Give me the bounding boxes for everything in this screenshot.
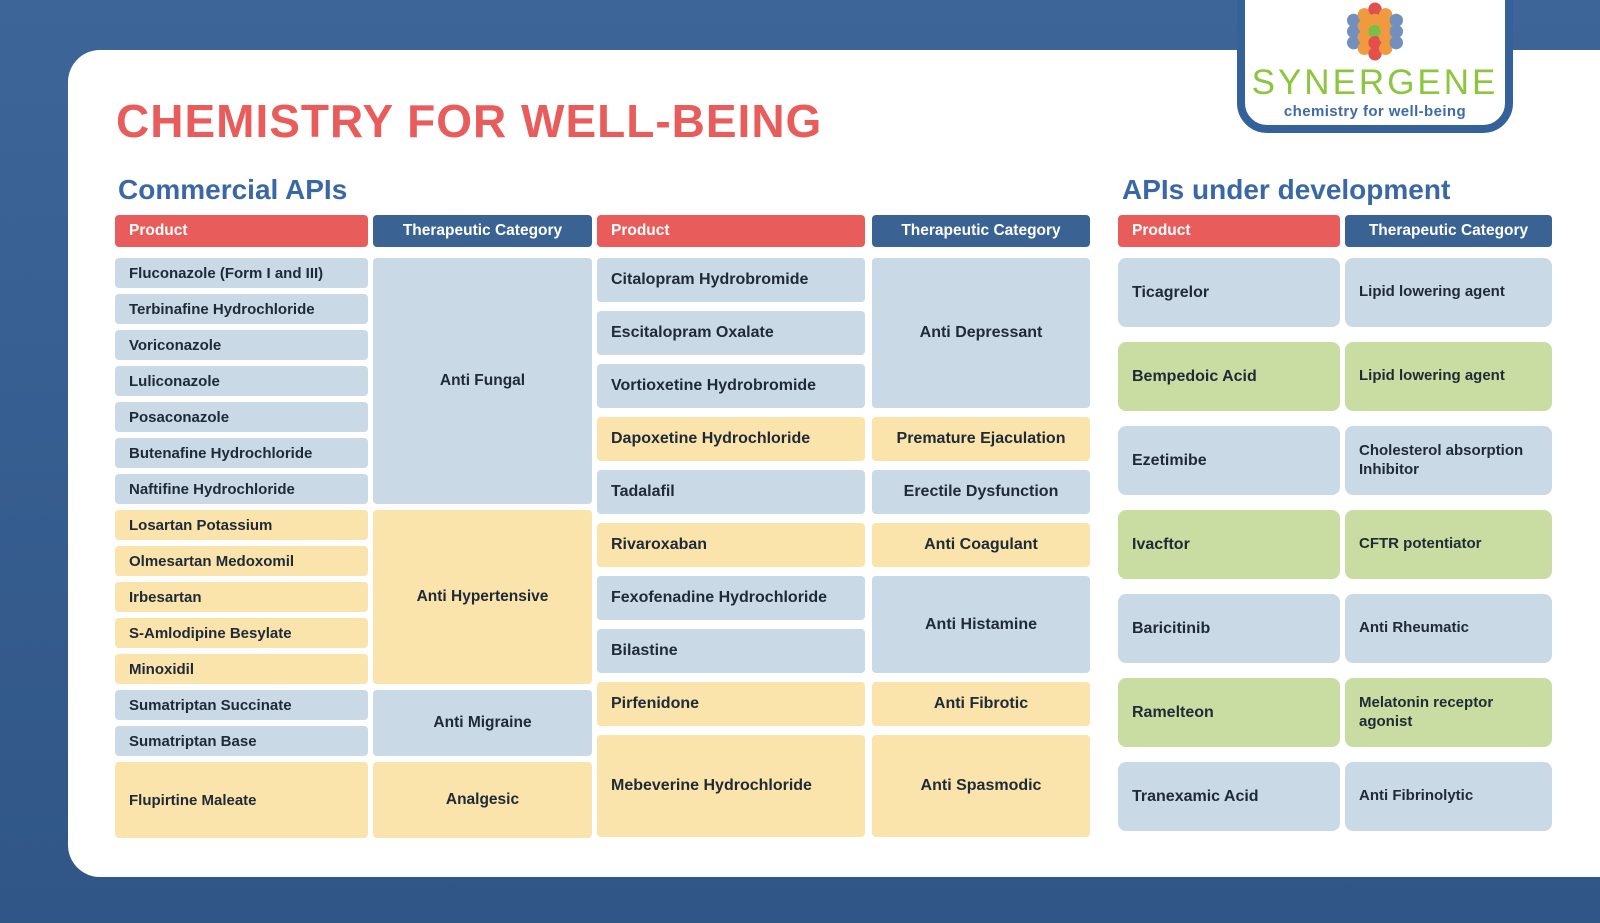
product-cell: Citalopram Hydrobromide	[597, 258, 865, 302]
column-header-product: Product	[597, 215, 865, 247]
therapeutic-group: Ivacftor CFTR potentiator	[1118, 510, 1552, 579]
therapeutic-group: Mebeverine Hydrochloride Anti Spasmodic	[597, 735, 1090, 837]
product-cell: Ticagrelor	[1118, 258, 1340, 327]
category-cell: Anti Rheumatic	[1345, 594, 1552, 663]
category-cell: Anti Fibrinolytic	[1345, 762, 1552, 831]
product-cell: Ivacftor	[1118, 510, 1340, 579]
column-header-therapeutic-category: Therapeutic Category	[1345, 215, 1552, 247]
therapeutic-group: Losartan Potassium Olmesartan Medoxomil Ir…	[115, 510, 592, 684]
therapeutic-group: Tadalafil Erectile Dysfunction	[597, 470, 1090, 514]
product-cell: Sumatriptan Base	[115, 726, 368, 756]
category-cell: Anti Depressant	[872, 258, 1090, 408]
category-cell: Analgesic	[373, 762, 592, 838]
product-cell: Tadalafil	[597, 470, 865, 514]
brand-name: SYNERGENE	[1251, 63, 1499, 102]
product-cell: Terbinafine Hydrochloride	[115, 294, 368, 324]
product-cell: Tranexamic Acid	[1118, 762, 1340, 831]
product-cell: Fluconazole (Form I and III)	[115, 258, 368, 288]
category-cell: Anti Fungal	[373, 258, 592, 504]
product-cell: Butenafine Hydrochloride	[115, 438, 368, 468]
category-cell: Premature Ejaculation	[872, 417, 1090, 461]
category-cell: Lipid lowering agent	[1345, 342, 1552, 411]
therapeutic-group: Fluconazole (Form I and III) Terbinafine …	[115, 258, 592, 504]
column-header-product: Product	[115, 215, 368, 247]
column-header-therapeutic-category: Therapeutic Category	[872, 215, 1090, 247]
product-cell: Rivaroxaban	[597, 523, 865, 567]
therapeutic-group: Dapoxetine Hydrochloride Premature Ejacul…	[597, 417, 1090, 461]
therapeutic-group: Sumatriptan Succinate Sumatriptan Base Ant…	[115, 690, 592, 756]
category-cell: Erectile Dysfunction	[872, 470, 1090, 514]
product-cell: Flupirtine Maleate	[115, 762, 368, 838]
therapeutic-group: Citalopram Hydrobromide Escitalopram Oxal…	[597, 258, 1090, 408]
section-heading-apis-under-development: APIs under development	[1122, 174, 1451, 205]
product-cell: Ramelteon	[1118, 678, 1340, 747]
product-cell: Minoxidil	[115, 654, 368, 684]
product-cell: Fexofenadine Hydrochloride	[597, 576, 865, 620]
product-cell: Bempedoic Acid	[1118, 342, 1340, 411]
therapeutic-group: Ticagrelor Lipid lowering agent	[1118, 258, 1552, 327]
therapeutic-group: Rivaroxaban Anti Coagulant	[597, 523, 1090, 567]
molecule-logo-icon	[1347, 2, 1403, 61]
therapeutic-group: Baricitinib Anti Rheumatic	[1118, 594, 1552, 663]
product-cell: Olmesartan Medoxomil	[115, 546, 368, 576]
therapeutic-group: Pirfenidone Anti Fibrotic	[597, 682, 1090, 726]
column-header-therapeutic-category: Therapeutic Category	[373, 215, 592, 247]
therapeutic-group: Flupirtine Maleate Analgesic	[115, 762, 592, 838]
product-cell: Losartan Potassium	[115, 510, 368, 540]
product-cell: Baricitinib	[1118, 594, 1340, 663]
category-cell: Anti Hypertensive	[373, 510, 592, 684]
product-cell: Mebeverine Hydrochloride	[597, 735, 865, 837]
therapeutic-group: Bempedoic Acid Lipid lowering agent	[1118, 342, 1552, 411]
therapeutic-group: Fexofenadine Hydrochloride Bilastine Anti …	[597, 576, 1090, 673]
category-cell: Anti Coagulant	[872, 523, 1090, 567]
column-header-product: Product	[1118, 215, 1340, 247]
table-commercial-apis-2: Product Therapeutic Category Citalopram Hy…	[597, 215, 1090, 837]
section-heading-commercial-apis: Commercial APIs	[118, 174, 348, 205]
category-cell: Lipid lowering agent	[1345, 258, 1552, 327]
therapeutic-group: Ezetimibe Cholesterol absorption Inhibito…	[1118, 426, 1552, 495]
page-title: CHEMISTRY FOR WELL-BEING	[116, 95, 823, 147]
product-cell: Luliconazole	[115, 366, 368, 396]
product-cell: Sumatriptan Succinate	[115, 690, 368, 720]
product-cell: Posaconazole	[115, 402, 368, 432]
product-cell: Naftifine Hydrochloride	[115, 474, 368, 504]
product-cell: Vortioxetine Hydrobromide	[597, 364, 865, 408]
therapeutic-group: Ramelteon Melatonin receptor agonist	[1118, 678, 1552, 747]
product-cell: Ezetimibe	[1118, 426, 1340, 495]
category-cell: Anti Fibrotic	[872, 682, 1090, 726]
product-cell: Dapoxetine Hydrochloride	[597, 417, 865, 461]
product-cell: Pirfenidone	[597, 682, 865, 726]
product-cell: Escitalopram Oxalate	[597, 311, 865, 355]
therapeutic-group: Tranexamic Acid Anti Fibrinolytic	[1118, 762, 1552, 831]
product-cell: Bilastine	[597, 629, 865, 673]
product-cell: Irbesartan	[115, 582, 368, 612]
category-cell: CFTR potentiator	[1345, 510, 1552, 579]
table-apis-under-development: Product Therapeutic Category Ticagrelor Lip…	[1118, 215, 1552, 831]
category-cell: Melatonin receptor agonist	[1345, 678, 1552, 747]
category-cell: Anti Spasmodic	[872, 735, 1090, 837]
table-commercial-apis-1: Product Therapeutic Category Fluconazole (…	[115, 215, 592, 838]
company-logo-badge: SYNERGENE chemistry for well-being	[1237, 0, 1513, 133]
product-cell: Voriconazole	[115, 330, 368, 360]
product-cell: S-Amlodipine Besylate	[115, 618, 368, 648]
category-cell: Anti Histamine	[872, 576, 1090, 673]
brand-tagline: chemistry for well-being	[1283, 103, 1467, 120]
category-cell: Anti Migraine	[373, 690, 592, 756]
category-cell: Cholesterol absorption Inhibitor	[1345, 426, 1552, 495]
